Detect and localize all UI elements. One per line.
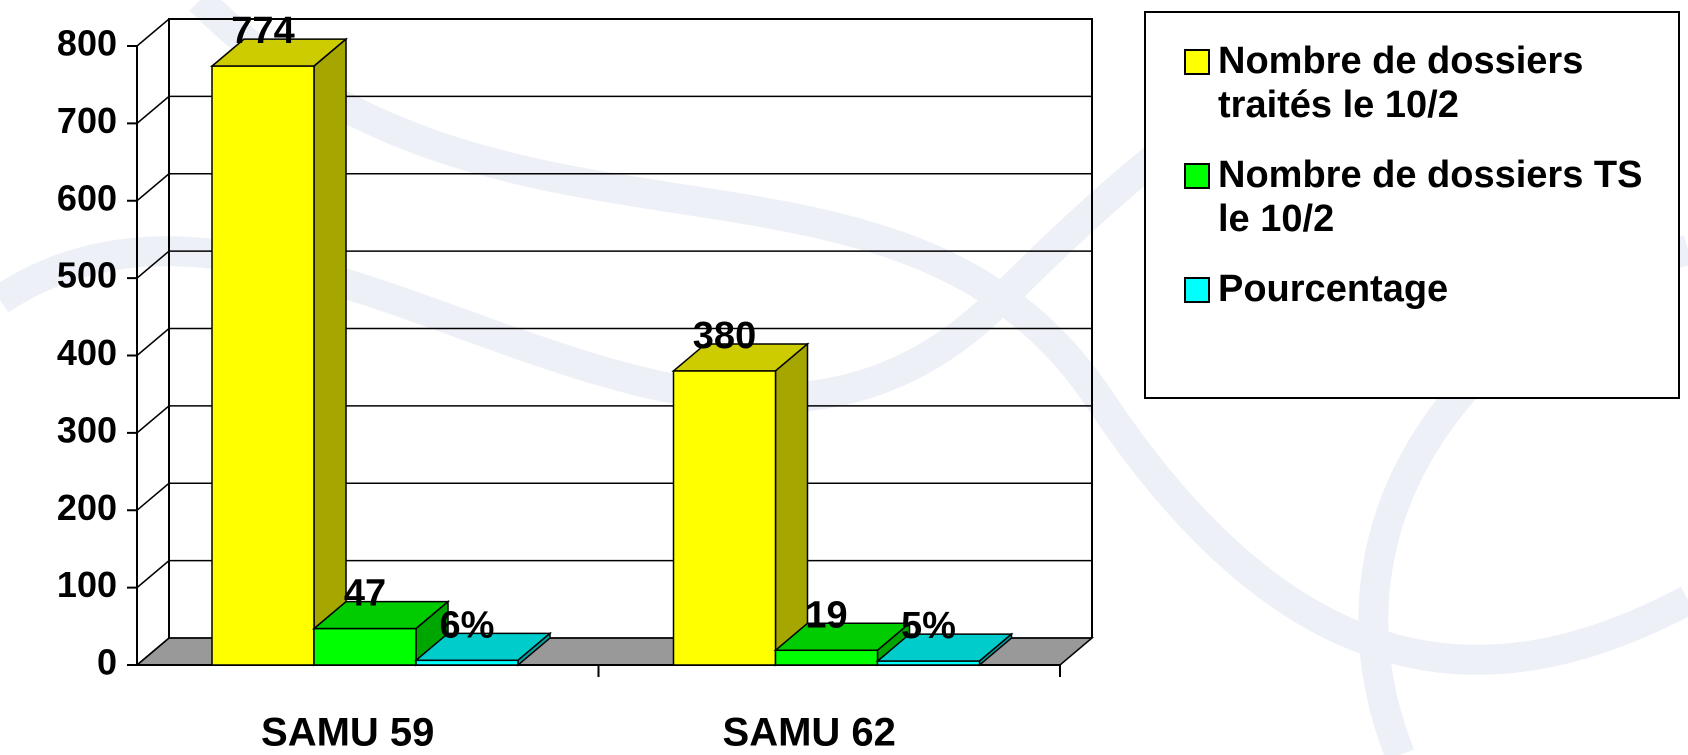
x-tick-label: SAMU 62 (723, 711, 896, 755)
grid-line (136, 327, 1092, 357)
bar (672, 370, 777, 666)
legend: Nombre de dossiers traités le 10/2 Nombre… (1144, 11, 1680, 399)
data-label: 774 (231, 10, 294, 52)
y-tick-label: 400 (57, 332, 117, 373)
y-tick-label: 0 (97, 642, 117, 683)
data-label: 19 (805, 594, 847, 636)
grid-line (136, 173, 1092, 202)
legend-item: Pourcentage (1184, 267, 1658, 311)
legend-item: Nombre de dossiers traités le 10/2 (1184, 39, 1658, 127)
y-tick-label: 800 (57, 23, 117, 64)
legend-label: Nombre de dossiers TS le 10/2 (1218, 154, 1643, 240)
y-tick-label: 200 (57, 487, 117, 528)
data-label: 47 (344, 573, 386, 615)
grid-line (136, 18, 1092, 47)
y-tick-label: 300 (57, 409, 117, 450)
legend-swatch (1184, 49, 1210, 75)
y-tick-label: 100 (57, 564, 117, 605)
data-label: 5% (901, 605, 956, 647)
grid-line (136, 95, 1092, 124)
legend-label: Nombre de dossiers traités le 10/2 (1218, 40, 1584, 126)
legend-item: Nombre de dossiers TS le 10/2 (1184, 153, 1658, 241)
y-tick-label: 700 (57, 100, 117, 141)
bar (415, 659, 519, 666)
bar (876, 660, 981, 666)
bar-side (313, 37, 347, 667)
bar-side (774, 342, 809, 667)
data-label: 380 (693, 315, 756, 357)
legend-swatch (1184, 277, 1210, 303)
x-tick-label: SAMU 59 (261, 711, 434, 755)
bar (211, 65, 315, 666)
legend-swatch (1184, 163, 1210, 189)
y-tick-label: 600 (57, 177, 117, 218)
data-label: 6% (440, 604, 495, 646)
bar (313, 627, 417, 666)
y-tick-label: 500 (57, 255, 117, 296)
legend-label: Pourcentage (1218, 268, 1449, 310)
bar (774, 649, 879, 666)
grid-line (136, 250, 1092, 279)
